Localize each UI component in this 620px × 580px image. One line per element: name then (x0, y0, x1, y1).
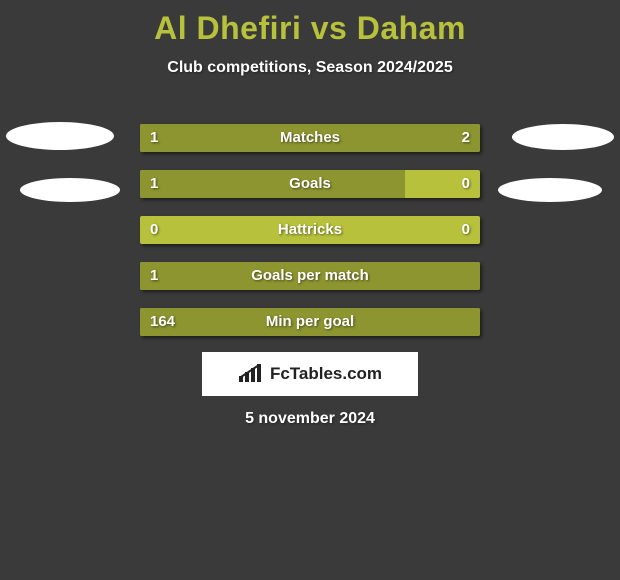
stat-label: Hattricks (140, 216, 480, 244)
stat-row-goals-per-match: 1 Goals per match (140, 262, 480, 290)
stat-value-right: 0 (462, 170, 470, 198)
page-subtitle: Club competitions, Season 2024/2025 (0, 59, 620, 77)
player-left-badge-1 (6, 122, 114, 150)
stat-row-matches: 1 Matches 2 (140, 124, 480, 152)
brand-text: FcTables.com (270, 364, 382, 384)
stat-row-hattricks: 0 Hattricks 0 (140, 216, 480, 244)
player-right-badge-1 (512, 124, 614, 150)
stat-row-min-per-goal: 164 Min per goal (140, 308, 480, 336)
stats-panel: 1 Matches 2 1 Goals 0 0 Hattricks 0 1 Go… (140, 124, 480, 354)
stat-label: Min per goal (140, 308, 480, 336)
stat-value-right: 0 (462, 216, 470, 244)
stat-value-right: 2 (462, 124, 470, 152)
stat-label: Matches (140, 124, 480, 152)
player-right-badge-2 (498, 178, 602, 202)
page-title: Al Dhefiri vs Daham (0, 0, 620, 47)
comparison-card: Al Dhefiri vs Daham Club competitions, S… (0, 0, 620, 580)
stat-row-goals: 1 Goals 0 (140, 170, 480, 198)
brand-badge: FcTables.com (202, 352, 418, 396)
bar-chart-icon (238, 364, 264, 384)
stat-label: Goals (140, 170, 480, 198)
snapshot-date: 5 november 2024 (0, 410, 620, 428)
stat-label: Goals per match (140, 262, 480, 290)
player-left-badge-2 (20, 178, 120, 202)
